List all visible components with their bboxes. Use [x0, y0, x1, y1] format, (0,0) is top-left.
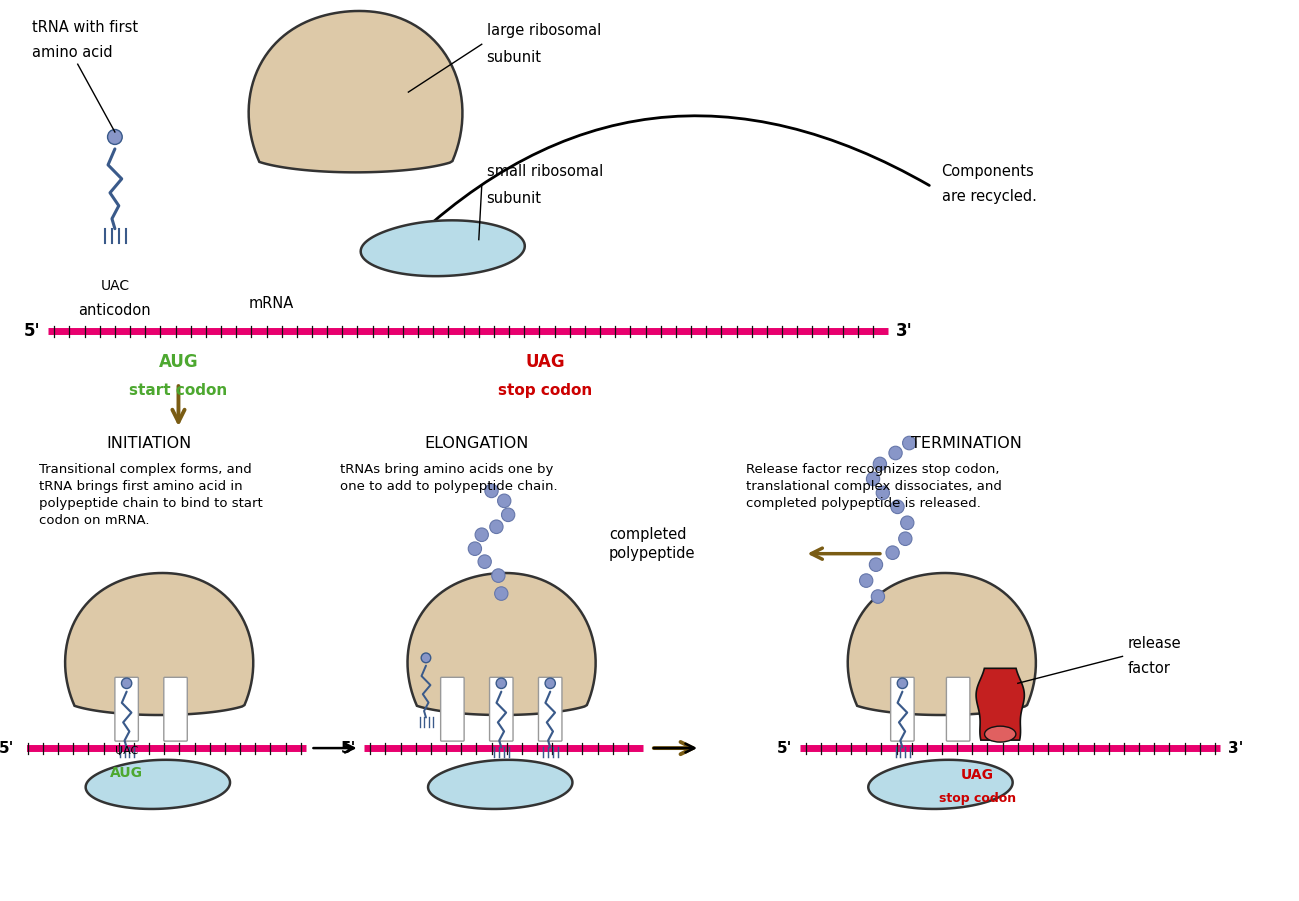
Polygon shape: [65, 573, 253, 715]
Text: 5': 5': [777, 741, 792, 756]
Text: start codon: start codon: [130, 383, 227, 398]
Text: Transitional complex forms, and
tRNA brings first amino acid in
polypeptide chai: Transitional complex forms, and tRNA bri…: [39, 463, 262, 527]
Polygon shape: [408, 573, 596, 715]
FancyBboxPatch shape: [539, 678, 562, 742]
Text: tRNA with first: tRNA with first: [31, 20, 138, 35]
Polygon shape: [248, 11, 462, 172]
Text: factor: factor: [1128, 660, 1170, 676]
Circle shape: [873, 457, 886, 470]
Circle shape: [495, 587, 508, 600]
Circle shape: [492, 569, 505, 582]
Circle shape: [872, 590, 885, 604]
Text: completed
polypeptide: completed polypeptide: [609, 526, 695, 560]
Circle shape: [122, 678, 131, 688]
FancyBboxPatch shape: [164, 678, 187, 742]
Circle shape: [876, 487, 890, 500]
Circle shape: [498, 494, 511, 507]
Circle shape: [485, 484, 499, 497]
Text: amino acid: amino acid: [31, 45, 112, 59]
Text: are recycled.: are recycled.: [942, 189, 1037, 205]
Polygon shape: [361, 221, 525, 276]
Circle shape: [496, 678, 507, 688]
Circle shape: [475, 528, 488, 542]
Text: Release factor recognizes stop codon,
translational complex dissociates, and
com: Release factor recognizes stop codon, tr…: [746, 463, 1002, 510]
Circle shape: [490, 520, 503, 533]
Text: 3': 3': [1228, 741, 1243, 756]
Text: mRNA: mRNA: [249, 296, 294, 312]
Ellipse shape: [985, 726, 1016, 742]
Polygon shape: [429, 760, 573, 809]
Text: UAG: UAG: [961, 768, 994, 782]
Text: UAC: UAC: [116, 746, 138, 756]
Text: 5': 5': [342, 741, 356, 756]
Text: 5': 5': [23, 323, 40, 341]
Circle shape: [108, 130, 122, 144]
Circle shape: [421, 653, 431, 663]
Text: AUG: AUG: [158, 353, 199, 371]
Text: tRNAs bring amino acids one by
one to add to polypeptide chain.: tRNAs bring amino acids one by one to ad…: [340, 463, 557, 493]
FancyBboxPatch shape: [490, 678, 513, 742]
Text: small ribosomal: small ribosomal: [487, 164, 603, 179]
Text: UAC: UAC: [100, 278, 130, 293]
Circle shape: [900, 516, 914, 530]
Text: TERMINATION: TERMINATION: [911, 435, 1021, 450]
FancyBboxPatch shape: [440, 678, 464, 742]
Text: ELONGATION: ELONGATION: [425, 435, 529, 450]
Text: subunit: subunit: [487, 191, 542, 206]
Circle shape: [501, 508, 514, 522]
Circle shape: [869, 558, 882, 571]
Text: subunit: subunit: [487, 50, 542, 65]
FancyBboxPatch shape: [947, 678, 970, 742]
Polygon shape: [976, 669, 1025, 740]
Circle shape: [860, 574, 873, 587]
Text: AUG: AUG: [110, 766, 143, 780]
Circle shape: [903, 436, 916, 450]
Text: 5': 5': [0, 741, 14, 756]
FancyBboxPatch shape: [891, 678, 914, 742]
Text: anticodon: anticodon: [78, 304, 151, 318]
Text: release: release: [1128, 636, 1181, 651]
Polygon shape: [848, 573, 1035, 715]
Text: 3': 3': [895, 323, 912, 341]
Text: Components: Components: [942, 164, 1034, 179]
Text: stop codon: stop codon: [499, 383, 592, 398]
Circle shape: [468, 542, 482, 556]
Polygon shape: [86, 760, 230, 809]
Text: stop codon: stop codon: [939, 792, 1016, 805]
Text: INITIATION: INITIATION: [107, 435, 192, 450]
Circle shape: [899, 532, 912, 545]
Circle shape: [886, 546, 899, 560]
Circle shape: [891, 500, 904, 514]
Circle shape: [546, 678, 556, 688]
Circle shape: [898, 678, 908, 688]
Polygon shape: [868, 760, 1013, 809]
FancyBboxPatch shape: [114, 678, 139, 742]
Text: large ribosomal: large ribosomal: [487, 23, 601, 38]
Circle shape: [478, 555, 491, 569]
Circle shape: [889, 446, 903, 460]
Circle shape: [866, 472, 879, 486]
Text: UAG: UAG: [526, 353, 565, 371]
